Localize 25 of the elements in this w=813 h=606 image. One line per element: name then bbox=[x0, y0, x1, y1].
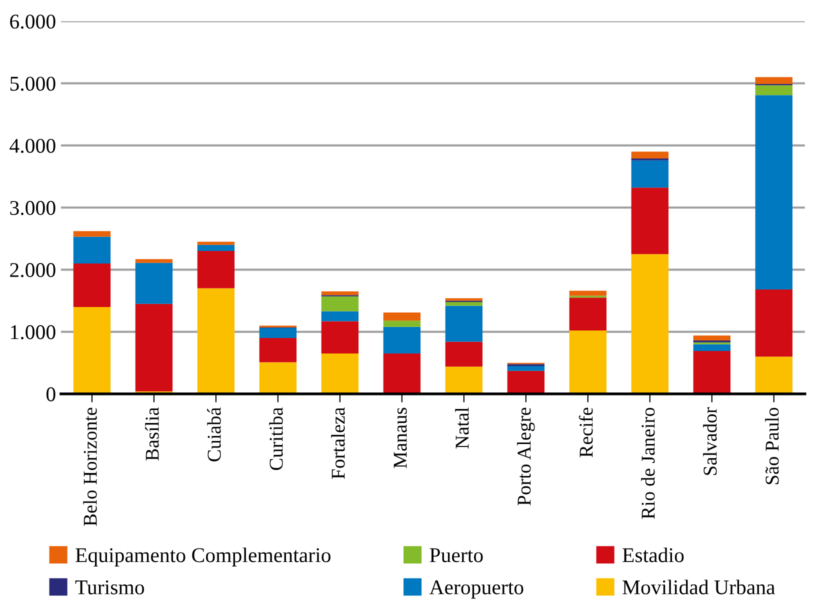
x-tick-label: Porto Alegre bbox=[517, 408, 535, 506]
y-tick-label: 1.000 bbox=[11, 325, 56, 340]
legend-label: Puerto bbox=[430, 548, 483, 562]
y-tick-label: 5.000 bbox=[10, 76, 56, 91]
legend-label: Estadio bbox=[622, 548, 684, 562]
x-tick-label: Recife bbox=[578, 408, 593, 458]
legend-label: Aeropuerto bbox=[429, 580, 524, 599]
x-tick-label: Manaus bbox=[394, 408, 407, 468]
x-tick-label: Natal bbox=[455, 407, 469, 449]
x-tick-label: Belo Horizonte bbox=[83, 408, 97, 526]
x-tick-label: Fortaleza bbox=[331, 407, 345, 479]
legend-label: Turismo bbox=[75, 580, 144, 594]
x-tick-label: Salvador bbox=[703, 407, 717, 475]
legend-label: Equipamento Complementario bbox=[76, 548, 330, 566]
x-tick-label: Curitiba bbox=[269, 407, 283, 470]
y-tick-label: 6.000 bbox=[10, 14, 56, 29]
x-tick-label: Basília bbox=[145, 407, 159, 461]
legend-label: Movilidad Urbana bbox=[622, 580, 776, 594]
y-tick-label: 0 bbox=[46, 387, 56, 402]
x-tick-label: Cuiabá bbox=[207, 407, 221, 462]
y-tick-label: 3.000 bbox=[10, 200, 56, 216]
x-tick-label: São Paulo bbox=[765, 408, 779, 484]
y-tick-label: 4.000 bbox=[10, 138, 56, 153]
x-tick-label: Rio de Janeiro bbox=[641, 408, 655, 519]
y-tick-label: 2.000 bbox=[10, 263, 56, 278]
